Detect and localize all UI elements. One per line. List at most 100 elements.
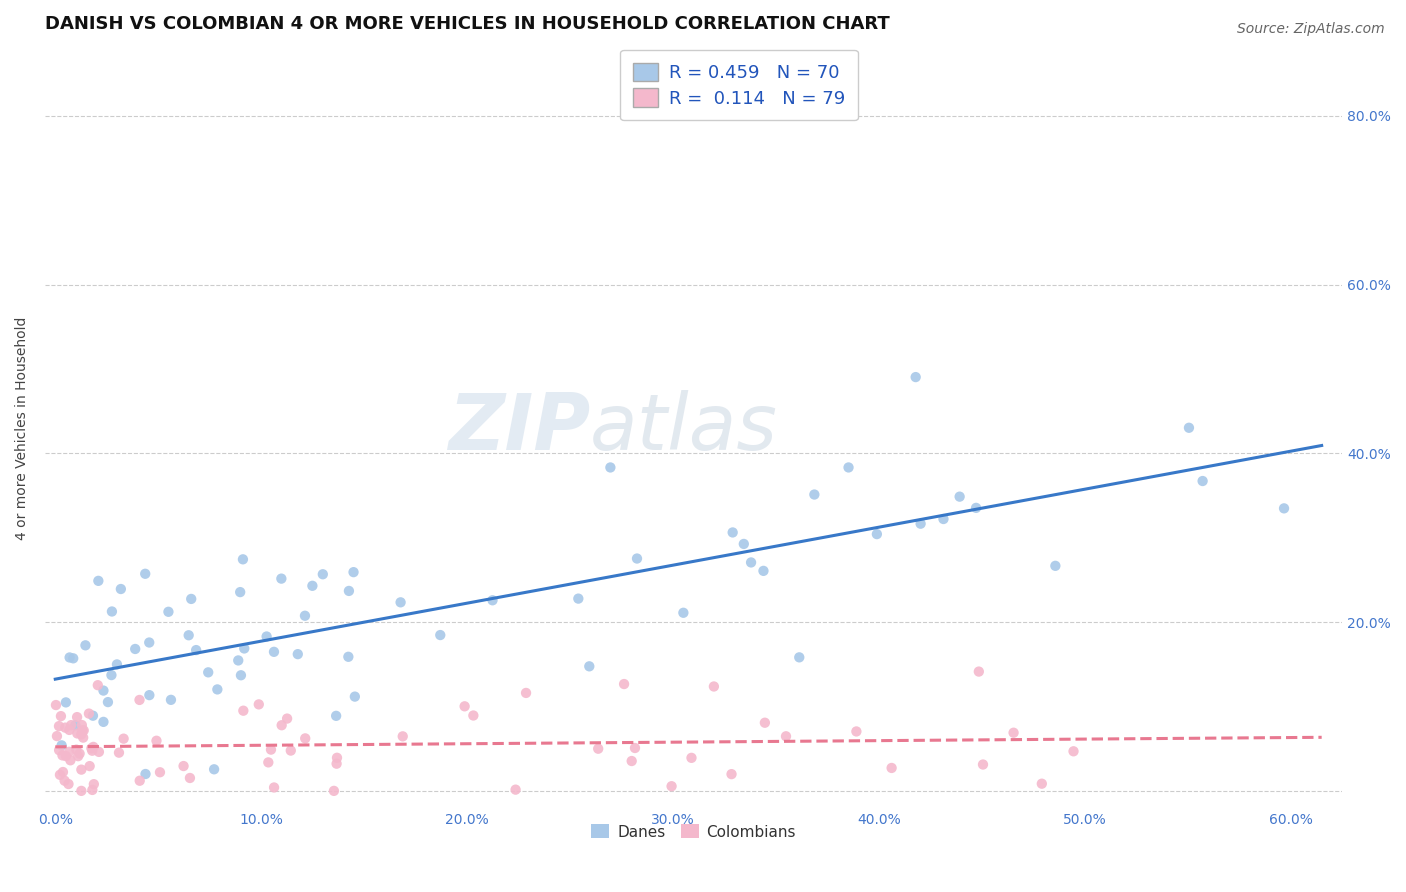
Point (66, 726, 89, 740)
Point (134, 566, 156, 581)
Point (247, 698, 270, 712)
Point (866, 527, 889, 541)
Y-axis label: 4 or more Vehicles in Household: 4 or more Vehicles in Household (15, 317, 30, 540)
Point (70, 784, 93, 798)
Text: DANISH VS COLOMBIAN 4 OR MORE VEHICLES IN HOUSEHOLD CORRELATION CHART: DANISH VS COLOMBIAN 4 OR MORE VEHICLES I… (45, 15, 890, 33)
Point (82, 708, 104, 723)
Point (515, 686, 537, 700)
Point (87, 745, 110, 759)
Point (1191, 474, 1213, 488)
Point (904, 370, 927, 384)
Point (932, 512, 955, 526)
Point (46, 729, 69, 743)
Point (173, 759, 195, 773)
Point (149, 765, 172, 780)
Point (429, 628, 451, 642)
Point (1045, 558, 1067, 573)
Point (845, 724, 868, 739)
Point (838, 460, 860, 475)
Point (73, 723, 96, 738)
Point (624, 741, 647, 756)
Point (128, 773, 150, 788)
Point (157, 605, 180, 619)
Point (229, 668, 252, 682)
Point (108, 746, 131, 760)
Point (287, 647, 309, 661)
Point (112, 731, 135, 746)
Point (880, 761, 903, 775)
Point (312, 567, 335, 582)
Point (1178, 421, 1201, 435)
Point (661, 779, 683, 793)
Point (599, 460, 621, 475)
Point (58, 777, 80, 791)
Point (82, 739, 104, 754)
Text: ZIP: ZIP (447, 390, 591, 467)
Point (87, 678, 110, 692)
Point (620, 754, 643, 768)
Point (49, 768, 72, 782)
Point (53, 721, 76, 735)
Point (197, 665, 219, 680)
Point (391, 730, 413, 744)
Point (481, 593, 503, 607)
Point (124, 642, 146, 657)
Point (87, 574, 110, 588)
Point (58, 723, 80, 737)
Point (1272, 501, 1295, 516)
Point (134, 767, 156, 781)
Point (110, 582, 132, 596)
Point (79, 759, 101, 773)
Point (740, 556, 762, 570)
Point (276, 712, 298, 726)
Point (803, 487, 825, 501)
Point (294, 608, 316, 623)
Point (672, 606, 695, 620)
Point (202, 762, 225, 776)
Point (343, 690, 366, 704)
Point (48, 743, 70, 757)
Point (453, 699, 475, 714)
Point (294, 731, 316, 746)
Point (100, 668, 122, 682)
Point (70, 763, 93, 777)
Point (207, 682, 229, 697)
Point (967, 665, 990, 679)
Point (66, 710, 89, 724)
Point (52, 764, 75, 779)
Point (70, 718, 93, 732)
Point (180, 591, 202, 606)
Point (1031, 777, 1053, 791)
Point (720, 767, 742, 781)
Point (626, 551, 648, 566)
Point (105, 657, 128, 672)
Point (82, 744, 104, 758)
Point (232, 552, 254, 566)
Point (325, 709, 347, 723)
Text: atlas: atlas (591, 390, 778, 467)
Point (51, 748, 73, 763)
Point (128, 693, 150, 707)
Point (337, 649, 360, 664)
Point (226, 653, 249, 667)
Point (326, 751, 349, 765)
Point (270, 718, 292, 732)
Point (322, 784, 344, 798)
Point (910, 516, 932, 531)
Point (83, 777, 105, 791)
Point (280, 743, 302, 757)
Point (48, 719, 70, 733)
Text: Source: ZipAtlas.com: Source: ZipAtlas.com (1237, 22, 1385, 37)
Point (186, 643, 208, 657)
Point (232, 704, 254, 718)
Point (55, 749, 77, 764)
Point (787, 650, 810, 665)
Point (256, 630, 278, 644)
Point (82, 783, 104, 797)
Point (93, 683, 115, 698)
Point (53, 773, 76, 788)
Point (754, 715, 776, 730)
Point (260, 742, 283, 756)
Point (965, 500, 987, 515)
Point (58, 745, 80, 759)
